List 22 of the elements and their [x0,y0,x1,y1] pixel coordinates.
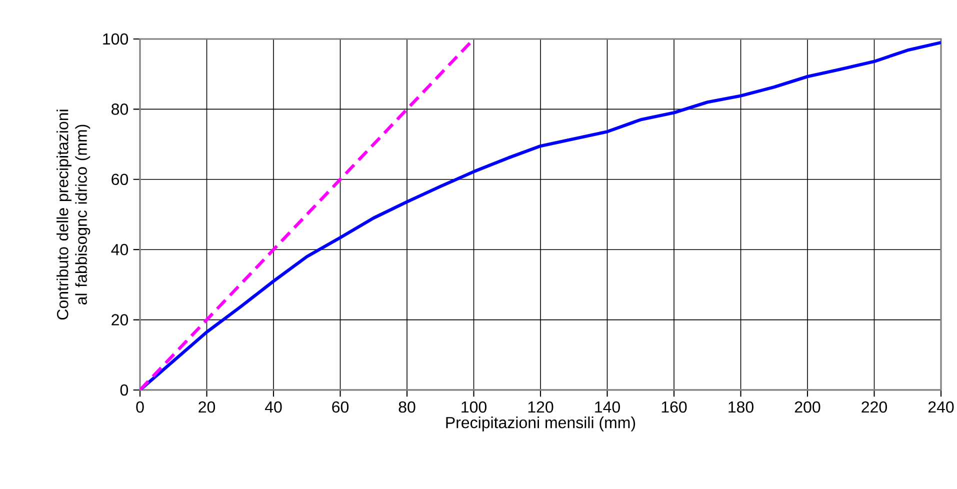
x-tick-label: 120 [528,401,554,413]
y-axis-title: Contributo delle precipitazioni al fabbisognc idrico (mm) [56,110,90,320]
y-tick-label: 80 [112,104,128,115]
x-tick-label: 140 [595,401,620,413]
y-tick-label: 40 [111,244,128,256]
line-series [140,40,941,390]
x-tick-label: 20 [198,401,216,413]
x-tick-label: 220 [862,401,887,413]
x-tick-label: 0 [136,401,144,413]
x-tick-label: 180 [728,401,754,413]
y-tick-label: 20 [112,314,128,326]
x-tick-label: 200 [794,401,820,413]
x-axis-title: Precipitazioni mensili (mm) [446,416,636,432]
x-tick-label: 40 [264,401,282,413]
y-tick-label: 100 [103,33,128,45]
x-tick-label: 80 [398,401,416,413]
y-tick-label: 0 [120,384,128,396]
x-tick-label: 240 [928,401,954,413]
x-tick-label: 100 [462,401,486,413]
x-tick-label: 160 [662,401,687,413]
y-tick-label: 60 [112,174,128,186]
x-tick-label: 60 [332,401,349,413]
